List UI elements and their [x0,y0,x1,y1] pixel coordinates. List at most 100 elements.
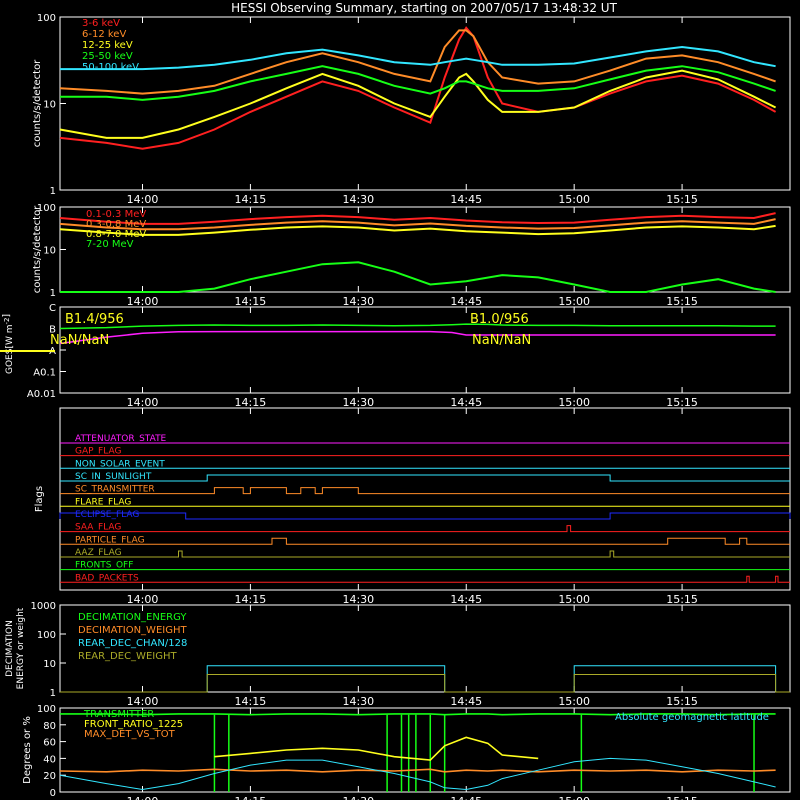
geomag-series-3 [59,757,776,791]
panel-frame [59,206,791,293]
series-line-25-50 keV [60,65,776,101]
time-tick-label: 15:15 [666,295,698,308]
goes-annotation: NaN/NaN [472,333,531,348]
time-tick-label: 14:15 [235,593,267,606]
flag-label: SC_IN_SUNLIGHT [75,472,152,482]
y-tick-label: 10 [43,659,56,670]
legend-entry: 50-100 keV [82,62,139,73]
time-tick-label: 14:15 [235,695,267,708]
flag-label: GAP_FLAG [75,447,121,457]
panel-frame [59,707,791,793]
y-tick-label: 60 [43,738,56,749]
y-tick-label: B [49,325,56,336]
y-axis-label: counts/s/detector [32,205,43,293]
flag-label: ECLIPSE_FLAG [75,510,139,520]
flag-trace [60,550,790,558]
time-tick-label: 15:15 [666,396,698,409]
y-axis-label-part: [W m [5,324,15,348]
time-tick-label: 14:15 [235,795,267,800]
panel-frame [59,306,791,394]
y-axis-label: GOES[W m-2] [2,314,15,374]
series-line-7-20 MeV [60,261,776,293]
time-tick-label: 15:00 [558,795,590,800]
flag-trace [59,512,791,520]
y-axis-label: Degrees or % [22,716,33,784]
y-tick-label: A0.01 [27,389,56,400]
goes-series-magenta [59,330,776,345]
time-tick-label: 15:00 [558,295,590,308]
legend-entry: 7-20 MeV [86,239,134,250]
flag-label: ATTENUATOR_STATE [75,434,167,444]
time-tick-label: 14:30 [342,795,374,800]
geomag-series-MAX_DET_VS_TOT [59,768,776,773]
legend-entry: 12-25 keV [82,40,133,51]
time-tick-label: 14:30 [342,193,374,206]
panel-frame [59,407,791,591]
time-tick-label: 14:00 [127,695,159,708]
time-tick-label: 14:30 [342,695,374,708]
flag-label: AAZ_FLAG [75,548,122,558]
flag-trace [60,525,790,533]
y-tick-label: 1 [50,186,56,197]
legend-entry: MAX_DET_VS_TOT [84,729,176,740]
time-tick-label: 14:30 [342,593,374,606]
y-axis-label-part: GOES [5,348,15,374]
time-tick-label: 14:45 [450,695,482,708]
flag-label: NON_SOLAR_EVENT [75,459,165,469]
legend-entry: 6-12 keV [82,29,126,40]
goes-series-green [59,323,776,330]
geomag-series-TRANSMITTER [60,713,776,716]
series-line-3-6 keV [59,26,777,150]
y-tick-label: C [49,303,56,314]
time-tick-label: 14:00 [127,795,159,800]
legend-entry: REAR_DEC_CHAN/128 [78,638,187,649]
y-axis-label: ENERGY or weight [16,607,26,689]
series-line-50-100 keV [60,45,776,71]
geomagnetic-annotation: Absolute geomagnetic latitude [615,712,769,723]
y-tick-label: 10 [43,246,56,257]
geomag-series-FRONT_RATIO_1225 [214,736,539,761]
legend-entry: FRONT_RATIO_1225 [84,719,183,730]
decimation-series-2 [60,665,790,693]
time-tick-label: 14:45 [450,593,482,606]
y-axis-label-part: -2 [3,318,11,325]
panel-decimation: 14:00 14:15 14:30 14:45 15:00 15:15 1 10 100 1000… [5,601,791,708]
flag-label: FLARE_FLAG [75,497,131,507]
panel-goes: 14:0014:1514:3014:4515:0015:15CBAA0.1A0.… [0,303,791,409]
y-tick-label: A0.1 [33,368,56,379]
series-line-0.8-7.0 MeV [59,224,776,236]
flag-label: SAA_FLAG [75,523,121,533]
y-tick-label: 100 [37,630,56,641]
time-tick-label: 15:00 [558,593,590,606]
goes-annotation: B1.4/956 [65,312,124,327]
series-line-12-25 keV [59,69,777,139]
y-tick-label: 0 [50,788,56,799]
panel-count-rates-low: 14:00 14:15 14:30 14:45 15:00 15:15 1 10 100 coun… [32,13,791,206]
series-line-0.3-0.8 MeV [59,218,776,231]
goes-annotation: B1.0/956 [470,312,529,327]
decimation-series-3 [60,674,790,693]
y-tick-label: 1 [50,288,56,299]
time-tick-label: 15:15 [666,695,698,708]
legend-entry: TRANSMITTER [83,709,154,720]
plot-title: HESSI Observing Summary, starting on 200… [231,1,617,15]
time-tick-label: 14:00 [127,593,159,606]
flag-trace [60,474,790,482]
flag-label: SC_TRANSMITTER [75,485,155,495]
time-tick-label: 14:00 [127,193,159,206]
y-axis-label: counts/s/detector [32,59,43,147]
y-axis-label-part: ] [2,314,12,318]
time-tick-label: 15:15 [666,193,698,206]
panel-frame [59,16,791,191]
time-tick-label: 14:45 [450,193,482,206]
flag-label: FRONTS_OFF [75,561,133,571]
panels: 14:00 14:15 14:30 14:45 15:00 15:15110100coun… [0,13,791,800]
time-tick-label: 14:00 [127,295,159,308]
y-tick-label: 1 [50,688,56,699]
legend-entry: DECIMATION_ENERGY [78,612,187,623]
y-tick-label: 100 [37,203,56,214]
y-tick-label: 40 [43,754,56,765]
flag-label: PARTICLE_FLAG [75,535,145,545]
flag-trace [60,487,790,495]
